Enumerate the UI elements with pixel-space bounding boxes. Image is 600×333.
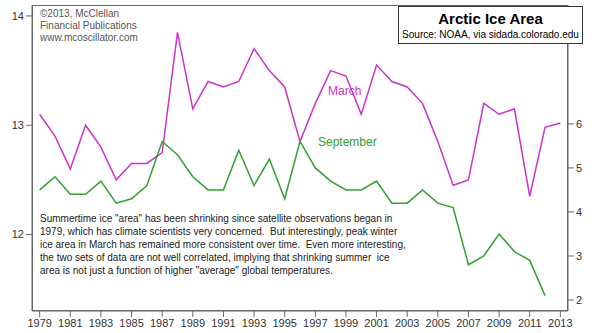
svg-text:3: 3 [576, 250, 582, 262]
html-text:©2013, McClellan: ©2013, McClellan [40, 8, 120, 19]
svg-text:1997: 1997 [303, 317, 327, 329]
svg-text:2003: 2003 [395, 317, 419, 329]
svg-text:1979: 1979 [27, 317, 51, 329]
svg-text:1989: 1989 [181, 317, 205, 329]
svg-text:2009: 2009 [487, 317, 511, 329]
svg-text:12: 12 [12, 228, 24, 240]
svg-text:2007: 2007 [456, 317, 480, 329]
html-text:Summertime ice "area" has been: Summertime ice "area" has been shrinking… [40, 213, 393, 224]
svg-text:14: 14 [12, 10, 24, 22]
svg-text:1995: 1995 [272, 317, 296, 329]
svg-text:4: 4 [576, 206, 582, 218]
html-text:1979, which has climate scient: 1979, which has climate scientists very … [40, 226, 398, 237]
svg-text:6: 6 [576, 118, 582, 130]
html-text:September: September [318, 135, 377, 149]
svg-text:1981: 1981 [58, 317, 82, 329]
html-text:the two sets of data are not w: the two sets of data are not well correl… [40, 252, 390, 263]
html-text:Source: NOAA, via sidada.color: Source: NOAA, via sidada.colorado.edu [402, 29, 579, 40]
svg-text:1987: 1987 [150, 317, 174, 329]
svg-text:5: 5 [576, 162, 582, 174]
html-text:Financial Publications: Financial Publications [40, 20, 137, 31]
svg-text:2011: 2011 [518, 317, 542, 329]
svg-text:1999: 1999 [334, 317, 358, 329]
html-text:area is not just a function of: area is not just a function of higher "a… [40, 265, 333, 276]
svg-text:2001: 2001 [364, 317, 388, 329]
svg-text:13: 13 [12, 119, 24, 131]
svg-text:2013: 2013 [548, 317, 572, 329]
svg-text:2: 2 [576, 294, 582, 306]
html-text:Arctic Ice Area: Arctic Ice Area [438, 10, 543, 27]
svg-text:2005: 2005 [426, 317, 450, 329]
html-text:ice area in March has remained: ice area in March has remained more cons… [40, 239, 406, 250]
html-text:www.mcoscillator.com: www.mcoscillator.com [40, 32, 138, 43]
html-text:March: March [328, 84, 362, 98]
svg-text:1993: 1993 [242, 317, 266, 329]
svg-text:1985: 1985 [119, 317, 143, 329]
svg-text:1991: 1991 [211, 317, 235, 329]
svg-text:1983: 1983 [89, 317, 113, 329]
